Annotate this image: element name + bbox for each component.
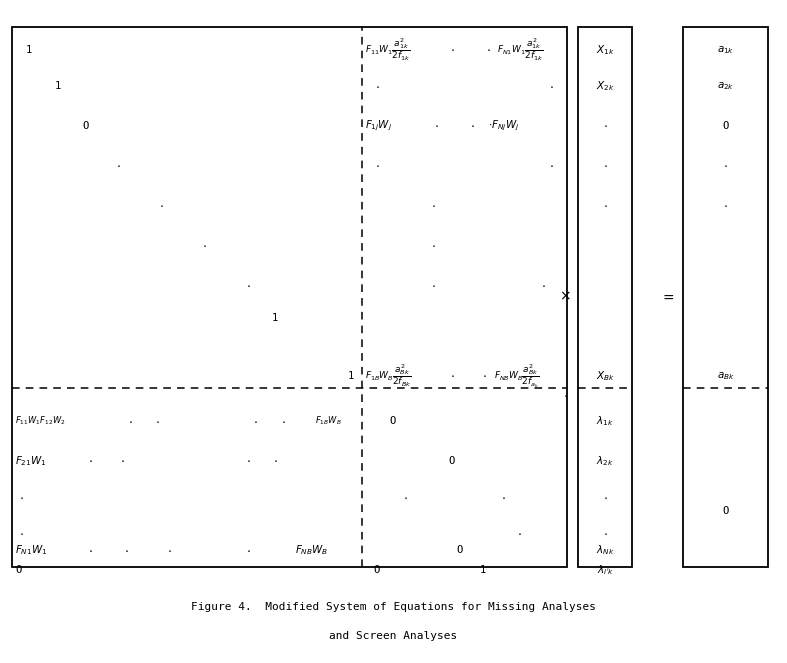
Text: O: O <box>449 455 455 466</box>
Text: $F_{11}W_1\dfrac{a_{1k}^2}{2f_{1k}}$: $F_{11}W_1\dfrac{a_{1k}^2}{2f_{1k}}$ <box>365 36 411 63</box>
Text: $\cdot$: $\cdot$ <box>501 491 506 504</box>
Text: O: O <box>374 565 380 575</box>
Text: $\cdot$: $\cdot$ <box>430 199 435 212</box>
Text: $a_{1k}$: $a_{1k}$ <box>717 44 734 56</box>
Bar <box>12 27 567 567</box>
Text: $\cdot$: $\cdot$ <box>124 544 128 557</box>
Text: $X_{2k}$: $X_{2k}$ <box>596 80 615 93</box>
Text: $\lambda_{Nk}$: $\lambda_{Nk}$ <box>596 544 615 557</box>
Text: O: O <box>722 121 729 131</box>
Text: $\cdot$: $\cdot$ <box>723 199 728 212</box>
Text: 1: 1 <box>26 44 32 55</box>
Text: $a_{2k}$: $a_{2k}$ <box>717 80 734 92</box>
Text: $\cdot$: $\cdot$ <box>430 278 435 292</box>
Text: $F_{1B}W_B\dfrac{a_{Bk}^2}{2f_{Bk}}$: $F_{1B}W_B\dfrac{a_{Bk}^2}{2f_{Bk}}$ <box>365 363 412 389</box>
Text: $\cdot$: $\cdot$ <box>603 527 608 540</box>
Text: Figure 4.  Modified System of Equations for Missing Analyses: Figure 4. Modified System of Equations f… <box>191 601 596 612</box>
Text: $\cdot$: $\cdot$ <box>450 369 455 383</box>
Text: $F_{N1}W_1$: $F_{N1}W_1$ <box>15 544 47 557</box>
Text: $\cdot$: $\cdot$ <box>88 454 93 467</box>
Text: $\cdot$: $\cdot$ <box>430 239 435 252</box>
Text: $F_{N1}W_1\dfrac{a_{1k}^2}{2f_{1k}}$: $F_{N1}W_1\dfrac{a_{1k}^2}{2f_{1k}}$ <box>497 36 544 63</box>
Text: O: O <box>456 545 463 556</box>
Text: $\lambda_{i'k}$: $\lambda_{i'k}$ <box>597 564 614 577</box>
Text: O: O <box>15 565 21 575</box>
Text: $F_{NB}W_B$: $F_{NB}W_B$ <box>295 544 329 557</box>
Text: 1: 1 <box>348 371 354 381</box>
Text: $\cdot$: $\cdot$ <box>434 119 439 133</box>
Text: $\cdot$: $\cdot$ <box>549 159 553 172</box>
Text: O: O <box>83 121 89 131</box>
Text: $\lambda_{2k}$: $\lambda_{2k}$ <box>597 454 614 467</box>
Text: 1: 1 <box>480 565 486 575</box>
Text: $\cdot$: $\cdot$ <box>127 414 132 428</box>
Text: $\lambda_{1k}$: $\lambda_{1k}$ <box>597 414 614 428</box>
Text: $X_{1k}$: $X_{1k}$ <box>596 43 615 56</box>
Text: $\cdot F_{Nj}W_j$: $\cdot F_{Nj}W_j$ <box>488 119 519 133</box>
Text: $\cdot$: $\cdot$ <box>167 544 172 557</box>
Text: 1: 1 <box>55 81 61 91</box>
Text: $\cdot$: $\cdot$ <box>246 278 250 292</box>
Text: $\cdot$: $\cdot$ <box>273 454 278 467</box>
Text: $\cdot$: $\cdot$ <box>603 491 608 504</box>
Text: $\cdot$: $\cdot$ <box>603 199 608 212</box>
Bar <box>578 27 632 567</box>
Text: $\cdot$: $\cdot$ <box>375 159 380 172</box>
Text: $\cdot$: $\cdot$ <box>486 43 490 56</box>
Text: 1: 1 <box>272 313 278 324</box>
Text: $F_{21}W_1$: $F_{21}W_1$ <box>15 454 46 467</box>
Text: $\cdot$: $\cdot$ <box>603 119 608 133</box>
Text: O: O <box>390 416 396 426</box>
Text: $\cdot$: $\cdot$ <box>603 159 608 172</box>
Text: $\cdot$: $\cdot$ <box>549 80 553 93</box>
Text: $\cdot$: $\cdot$ <box>19 491 24 504</box>
Text: $=$: $=$ <box>660 290 674 304</box>
Text: $\cdot$: $\cdot$ <box>202 239 207 252</box>
Text: $F_{NB}W_B\dfrac{a_{Bk}^2}{2f_{a_k}}$: $F_{NB}W_B\dfrac{a_{Bk}^2}{2f_{a_k}}$ <box>494 362 540 390</box>
Text: $\cdot$: $\cdot$ <box>403 491 408 504</box>
Text: $\cdot$: $\cdot$ <box>563 389 567 402</box>
Text: $\cdot$: $\cdot$ <box>375 80 380 93</box>
Text: $\cdot$: $\cdot$ <box>120 454 124 467</box>
Text: and Screen Analyses: and Screen Analyses <box>330 631 457 642</box>
Text: $\cdot$: $\cdot$ <box>281 414 286 428</box>
Text: $\cdot$: $\cdot$ <box>517 527 522 540</box>
Text: $X_{Bk}$: $X_{Bk}$ <box>596 369 615 383</box>
Text: $\cdot$: $\cdot$ <box>541 278 545 292</box>
Text: $\cdot$: $\cdot$ <box>450 43 455 56</box>
Text: O: O <box>722 505 729 516</box>
Text: $\times$: $\times$ <box>560 290 571 304</box>
Text: $\cdot$: $\cdot$ <box>253 414 258 428</box>
Text: $\cdot$: $\cdot$ <box>246 454 250 467</box>
Text: $\cdot$: $\cdot$ <box>482 369 486 383</box>
Text: $\cdot$: $\cdot$ <box>159 199 164 212</box>
Text: $\cdot$: $\cdot$ <box>19 527 24 540</box>
Text: $\cdot$: $\cdot$ <box>88 544 93 557</box>
Text: $F_{1j}W_j$: $F_{1j}W_j$ <box>365 119 393 133</box>
Text: $\cdot$: $\cdot$ <box>246 544 250 557</box>
Text: $\cdot$: $\cdot$ <box>155 414 160 428</box>
Text: $a_{Bk}$: $a_{Bk}$ <box>717 370 734 382</box>
Text: $F_{11}W_1F_{12}W_2$: $F_{11}W_1F_{12}W_2$ <box>15 415 65 427</box>
Text: $\cdot$: $\cdot$ <box>470 119 475 133</box>
Text: $F_{1B}W_B$: $F_{1B}W_B$ <box>315 415 342 427</box>
Text: $\cdot$: $\cdot$ <box>723 159 728 172</box>
Text: $\cdot$: $\cdot$ <box>116 159 120 172</box>
Bar <box>683 27 768 567</box>
